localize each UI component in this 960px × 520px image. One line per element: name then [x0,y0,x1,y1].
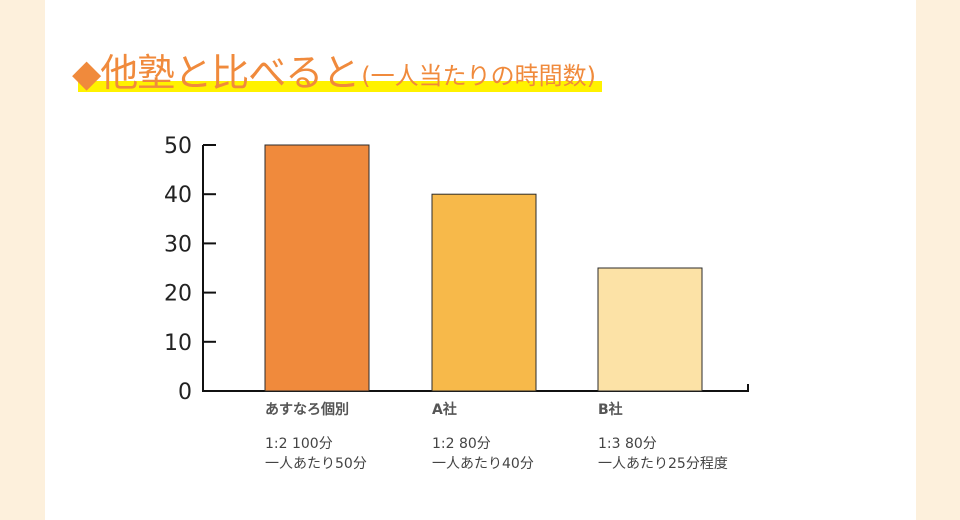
category-note: 一人あたり25分程度 [598,456,728,472]
category-note: 1:2 80分 [432,436,491,452]
y-tick-label: 50 [164,134,192,159]
y-tick-label: 20 [164,282,192,307]
category-name: あすなろ個別 [265,402,349,418]
heading-highlight [78,81,602,92]
heading-note: (一人当たりの時間数) [361,62,596,90]
category-name: B社 [598,402,623,418]
category-note: 1:3 80分 [598,436,657,452]
bar [264,144,370,392]
bar [597,267,703,392]
category-note: 1:2 100分 [265,436,333,452]
category-name: A社 [432,402,457,418]
category-label-block: あすなろ個別 1:2 100分一人あたり50分 [265,400,367,474]
chart-heading: ◆他塾と比べると (一人当たりの時間数) [72,46,602,96]
y-tick-label: 10 [164,331,192,356]
heading-title: ◆他塾と比べると [72,51,360,95]
y-tick-label: 0 [178,380,192,405]
category-label-block: A社 1:2 80分一人あたり40分 [432,400,534,474]
category-label-block: B社 1:3 80分一人あたり25分程度 [598,400,728,474]
y-tick-label: 30 [164,232,192,257]
category-note: 一人あたり50分 [265,456,367,472]
category-note: 一人あたり40分 [432,456,534,472]
y-tick-label: 40 [164,183,192,208]
bar [431,193,537,392]
